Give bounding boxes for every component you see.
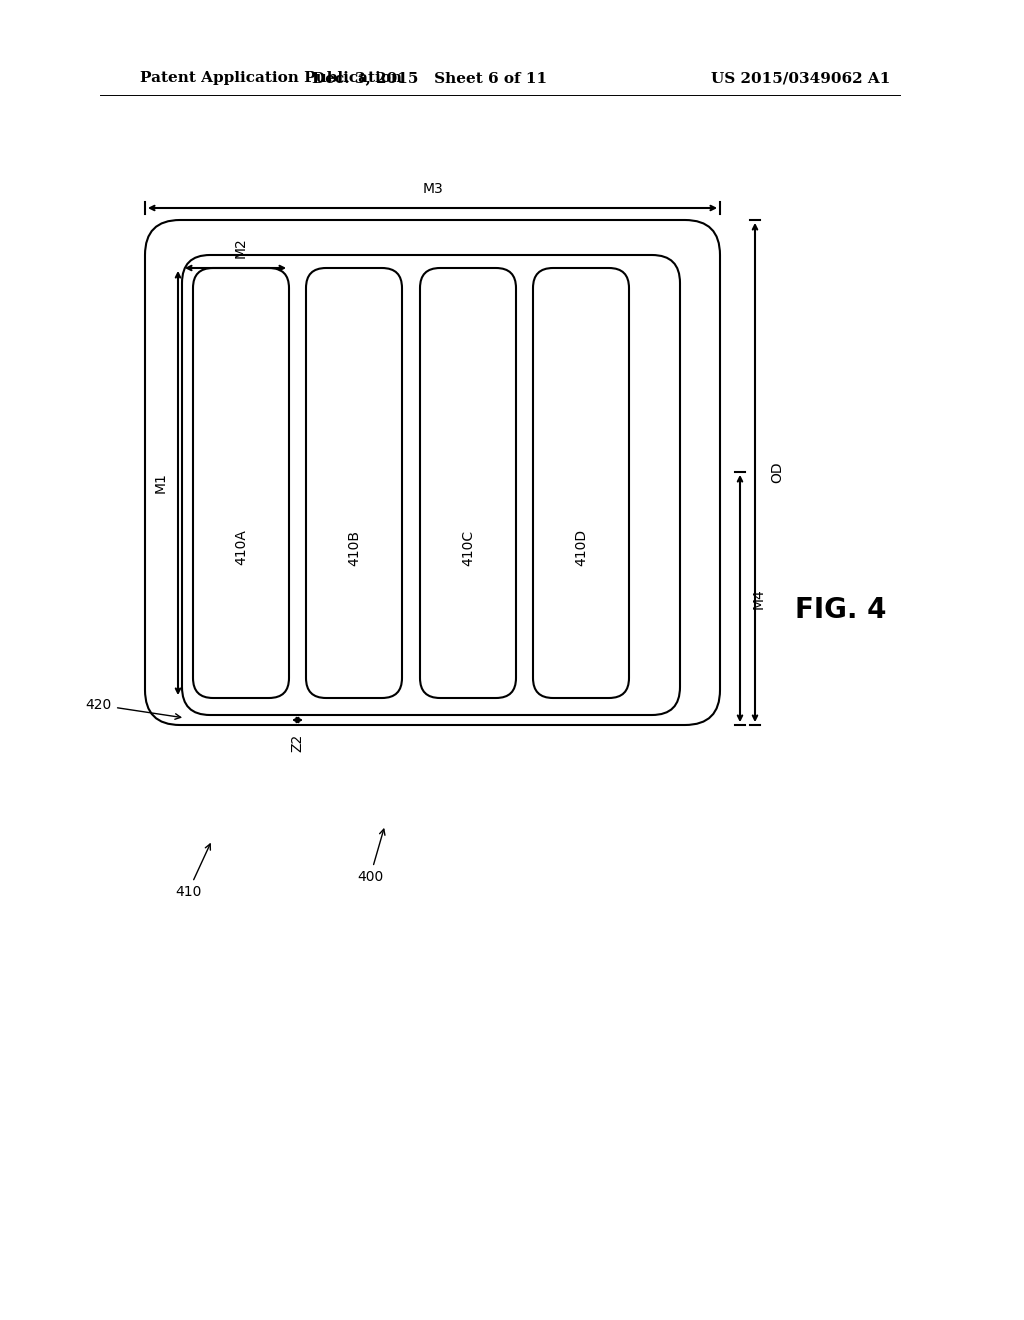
Text: 410D: 410D bbox=[574, 529, 588, 566]
Text: US 2015/0349062 A1: US 2015/0349062 A1 bbox=[711, 71, 890, 84]
Text: Z2: Z2 bbox=[291, 734, 304, 752]
Text: 400: 400 bbox=[357, 829, 385, 884]
Text: FIG. 4: FIG. 4 bbox=[795, 597, 887, 624]
Text: 410: 410 bbox=[175, 843, 210, 899]
Text: 410B: 410B bbox=[347, 529, 361, 565]
Text: M3: M3 bbox=[422, 182, 442, 195]
Text: OD: OD bbox=[770, 462, 784, 483]
Text: Patent Application Publication: Patent Application Publication bbox=[140, 71, 402, 84]
Text: M1: M1 bbox=[154, 473, 168, 494]
Text: M2: M2 bbox=[233, 238, 248, 257]
Text: 420: 420 bbox=[86, 698, 180, 719]
Text: 410C: 410C bbox=[461, 529, 475, 565]
Text: Dec. 3, 2015   Sheet 6 of 11: Dec. 3, 2015 Sheet 6 of 11 bbox=[312, 71, 548, 84]
Text: 410A: 410A bbox=[234, 529, 248, 565]
Text: M4: M4 bbox=[752, 589, 766, 609]
